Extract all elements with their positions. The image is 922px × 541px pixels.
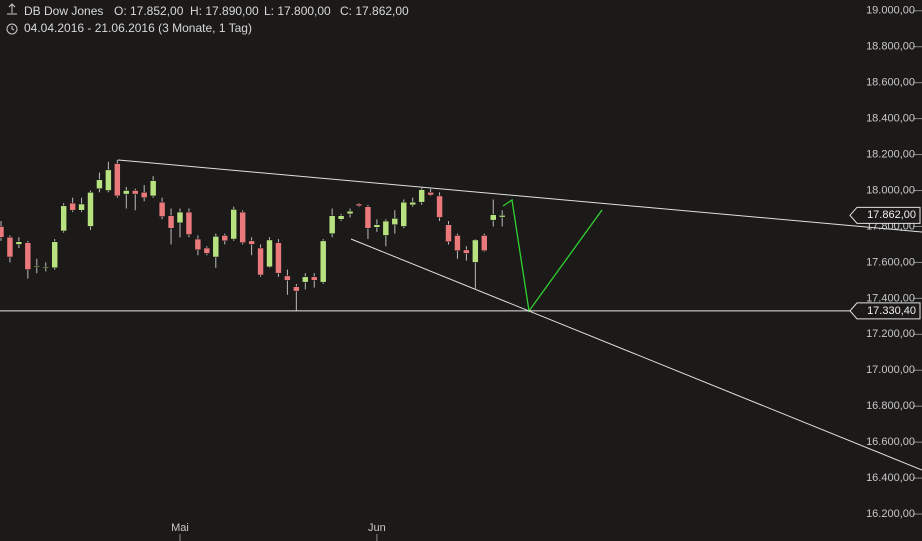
candle-body bbox=[284, 275, 291, 281]
clock-icon bbox=[6, 23, 18, 35]
clock-icon bbox=[11, 26, 15, 31]
candle-body bbox=[436, 195, 443, 218]
candle-body bbox=[123, 190, 130, 195]
candle-body bbox=[257, 247, 264, 276]
candle-body bbox=[355, 203, 363, 207]
y-tick-label: 18.000,00 bbox=[866, 184, 915, 196]
candle-body bbox=[239, 211, 246, 243]
candle-body bbox=[275, 242, 282, 274]
subtitle: 04.04.2016 - 21.06.2016 (3 Monate, 1 Tag… bbox=[24, 21, 252, 35]
symbol-icon bbox=[7, 3, 17, 15]
candle-body bbox=[319, 240, 327, 283]
candle-body bbox=[132, 190, 139, 195]
candle-body bbox=[498, 215, 506, 218]
candle-body bbox=[69, 202, 76, 211]
candle-body bbox=[78, 203, 85, 211]
y-tick-label: 16.200,00 bbox=[866, 508, 915, 520]
candle-body bbox=[364, 206, 372, 229]
y-tick-label: 19.000,00 bbox=[866, 5, 915, 17]
candle-body bbox=[176, 211, 184, 224]
last-price-box bbox=[849, 206, 921, 224]
candle-body bbox=[311, 276, 318, 281]
ohlc-close: C: 17.862,00 bbox=[340, 4, 409, 18]
candle-body bbox=[328, 215, 336, 234]
y-tick-label: 16.400,00 bbox=[866, 472, 915, 484]
candle-body bbox=[248, 240, 255, 245]
candle-body bbox=[373, 224, 381, 228]
candle-body bbox=[382, 220, 390, 236]
candle-body bbox=[203, 247, 211, 254]
candle-body bbox=[409, 201, 416, 206]
y-tick-label: 16.800,00 bbox=[866, 400, 915, 412]
ohlc-low: L: 17.800,00 bbox=[264, 4, 331, 18]
candle-body bbox=[391, 218, 399, 225]
chart-title: DB Dow Jones bbox=[24, 4, 103, 18]
candle-body bbox=[51, 241, 58, 269]
candle-body bbox=[60, 205, 67, 232]
candle-body bbox=[42, 266, 49, 269]
y-tick-label: 18.400,00 bbox=[866, 113, 915, 125]
projection bbox=[502, 198, 603, 313]
candle-body bbox=[400, 201, 407, 227]
y-tick-label: 16.600,00 bbox=[866, 436, 915, 448]
candle-body bbox=[212, 236, 220, 258]
last-price-label: 17.862,00 bbox=[867, 209, 916, 221]
candle-body bbox=[6, 236, 14, 258]
candle-body bbox=[302, 276, 309, 283]
candle-body bbox=[266, 239, 273, 268]
candle-body bbox=[427, 192, 434, 196]
candle-body bbox=[33, 265, 41, 268]
candle-body bbox=[472, 239, 479, 263]
candle-body bbox=[105, 169, 112, 191]
candle-body bbox=[96, 179, 103, 189]
candle-body bbox=[418, 189, 425, 203]
candle-body bbox=[463, 249, 470, 254]
candle-body bbox=[194, 238, 202, 251]
trendline bbox=[350, 238, 922, 471]
candle-body bbox=[230, 209, 237, 240]
ohlc-high: H: 17.890,00 bbox=[190, 4, 259, 18]
candles bbox=[0, 159, 506, 311]
candle-body bbox=[346, 210, 354, 215]
candle-body bbox=[185, 211, 193, 235]
candle-body bbox=[445, 224, 452, 242]
y-tick-label: 17.200,00 bbox=[866, 328, 915, 340]
candle-body bbox=[87, 192, 94, 227]
x-tick-label: Mai bbox=[171, 522, 189, 534]
candle-body bbox=[293, 286, 300, 292]
level-box bbox=[849, 302, 921, 320]
candle-body bbox=[149, 180, 157, 197]
candle-body bbox=[24, 242, 32, 270]
ohlc-open: O: 17.852,00 bbox=[114, 4, 184, 18]
candle-body bbox=[114, 163, 121, 197]
level-label: 17.330,40 bbox=[867, 305, 916, 317]
x-tick-label: Jun bbox=[368, 522, 386, 534]
candle-body bbox=[454, 235, 461, 251]
y-tick-label: 18.200,00 bbox=[866, 148, 915, 160]
candle-body bbox=[15, 241, 23, 245]
candle-body bbox=[221, 235, 228, 242]
y-tick-label: 17.400,00 bbox=[866, 292, 915, 304]
candle-body bbox=[490, 214, 497, 221]
candle-body bbox=[158, 201, 166, 217]
candle-body bbox=[481, 235, 488, 251]
y-tick-label: 17.600,00 bbox=[866, 256, 915, 268]
candle-body bbox=[140, 192, 148, 198]
y-axis: 19.000,00 18.800,00 18.600,00 18.400,00 18.2… bbox=[171, 5, 922, 541]
y-tick-label: 17.000,00 bbox=[866, 364, 915, 376]
candle-body bbox=[167, 215, 175, 229]
candle-body bbox=[0, 226, 5, 238]
y-tick-label: 18.800,00 bbox=[866, 41, 915, 53]
trendline bbox=[117, 159, 922, 233]
candle-body bbox=[337, 215, 345, 220]
y-tick-label: 18.600,00 bbox=[866, 77, 915, 89]
